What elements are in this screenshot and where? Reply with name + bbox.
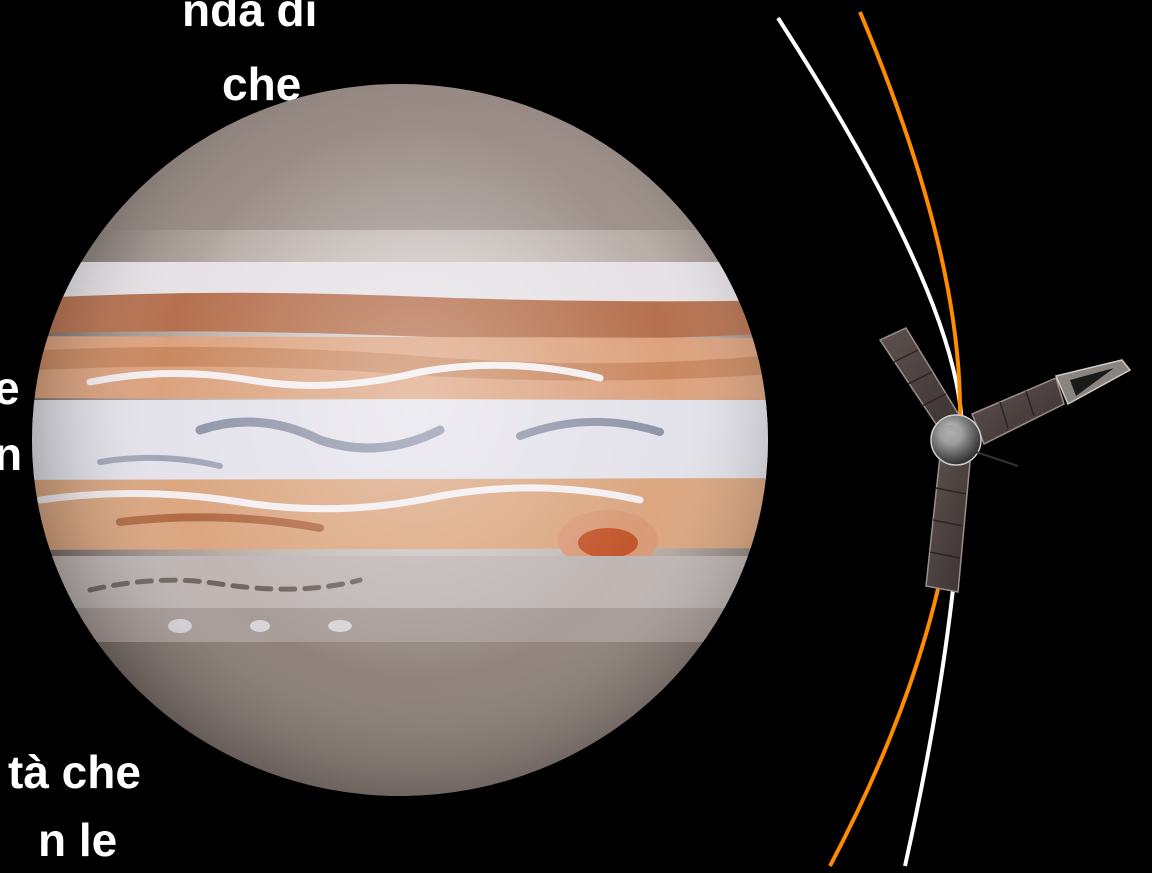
text-fragment-3: e xyxy=(0,362,20,414)
text-fragment-4: n xyxy=(0,428,23,480)
text-fragment-1: nda di xyxy=(182,0,318,36)
text-fragment-5: tà che xyxy=(8,746,141,798)
juno-spacecraft xyxy=(878,327,1132,593)
jupiter-planet xyxy=(32,84,768,796)
text-fragment-6: n le xyxy=(38,814,118,866)
orbit-line-orange xyxy=(828,11,963,867)
